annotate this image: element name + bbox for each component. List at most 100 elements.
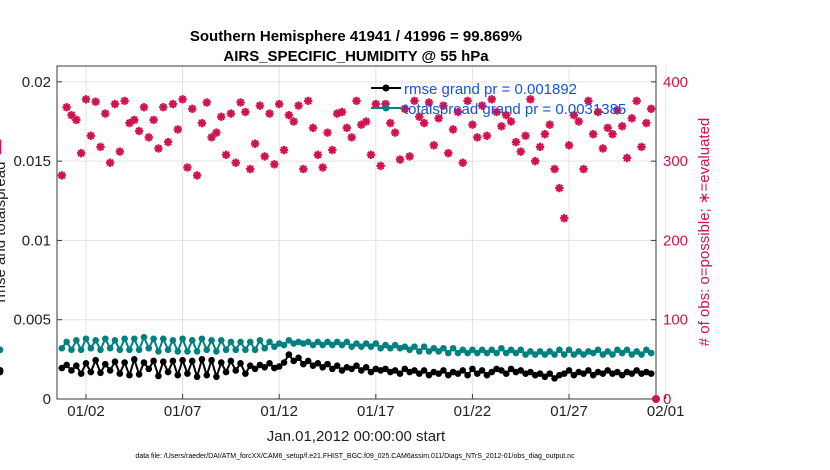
- rmse-point: [358, 367, 365, 374]
- rmse-point: [68, 367, 75, 374]
- legend-spread-marker: [382, 104, 390, 112]
- obs-point-stroke: [463, 97, 472, 105]
- rmse-point: [179, 356, 186, 364]
- spread-point: [193, 348, 201, 355]
- obs-point: [202, 98, 211, 107]
- obs-point: [134, 126, 144, 136]
- rmse-point: [391, 367, 399, 374]
- spread-point: [420, 343, 428, 350]
- rmse-point: [159, 358, 167, 366]
- rmse-point: [213, 373, 220, 381]
- spread-point: [285, 337, 293, 344]
- obs-point: [289, 117, 298, 126]
- obs-point: [526, 95, 535, 104]
- obs-point-stroke: [236, 98, 245, 107]
- obs-point-stroke: [647, 105, 655, 113]
- obs-point-stroke: [487, 95, 496, 104]
- spread-point: [382, 341, 389, 349]
- obs-point-stroke: [352, 97, 361, 105]
- obs-point-stroke: [309, 124, 317, 132]
- chart-title: Southern Hemisphere 41941 / 41996 = 99.8…: [190, 28, 522, 45]
- spread-point: [97, 346, 104, 354]
- obs-point-stroke: [516, 147, 525, 156]
- spread-point: [309, 341, 317, 349]
- rmse-point: [565, 367, 573, 374]
- obs-zero-marker: [652, 395, 660, 403]
- obs-point: [318, 163, 327, 172]
- obs-point-stroke: [594, 108, 602, 116]
- spread-point: [502, 349, 510, 357]
- spread-point: [106, 344, 114, 352]
- rmse-point: [155, 372, 162, 380]
- obs-point-stroke: [396, 155, 404, 164]
- spread-point: [135, 346, 143, 354]
- rmse-point: [145, 365, 153, 373]
- obs-point-stroke: [502, 111, 511, 119]
- spread-point: [367, 343, 375, 350]
- obs-point: [511, 137, 521, 147]
- rmse-point: [150, 357, 157, 365]
- spread-point: [0, 346, 4, 354]
- obs-point: [622, 153, 632, 163]
- spread-point: [164, 346, 172, 354]
- spread-point: [150, 335, 157, 343]
- obs-point-stroke: [507, 117, 515, 126]
- obs-point: [337, 107, 347, 117]
- obs-point: [62, 103, 71, 112]
- rmse-point: [92, 356, 99, 364]
- spread-point: [609, 351, 616, 358]
- obs-point: [76, 149, 86, 158]
- obs-point: [299, 164, 308, 174]
- obs-point-stroke: [497, 122, 506, 131]
- spread-point: [498, 344, 505, 352]
- rmse-point: [140, 359, 148, 366]
- obs-point-stroke: [212, 128, 221, 137]
- obs-point: [361, 117, 371, 126]
- obs-point: [400, 104, 410, 114]
- rmse-point: [58, 364, 66, 372]
- obs-point-stroke: [574, 117, 583, 126]
- obs-point: [226, 109, 236, 118]
- rmse-point: [193, 373, 201, 381]
- obs-point: [390, 128, 400, 137]
- right-tick-label: 100: [663, 312, 688, 329]
- obs-point-stroke: [314, 151, 322, 159]
- rmse-point: [285, 351, 293, 358]
- spread-point: [623, 346, 631, 354]
- obs-point-stroke: [164, 138, 172, 146]
- obs-point: [236, 98, 245, 107]
- obs-point-stroke: [343, 124, 351, 132]
- rmse-point: [290, 357, 298, 365]
- obs-point-stroke: [632, 97, 641, 105]
- spread-point: [237, 338, 244, 346]
- obs-point-stroke: [439, 101, 448, 110]
- spread-point: [541, 351, 549, 358]
- obs-point-stroke: [338, 108, 346, 116]
- left-axis-label: rmse and totalspread: [0, 162, 9, 303]
- spread-point: [140, 333, 148, 341]
- x-tick-label: 01/07: [164, 403, 202, 420]
- spread-point: [522, 351, 529, 358]
- rmse-point: [87, 368, 95, 376]
- obs-point-stroke: [420, 119, 428, 127]
- obs-point: [642, 118, 651, 128]
- rmse-point: [246, 362, 254, 370]
- spread-point: [599, 351, 607, 358]
- obs-point-stroke: [391, 128, 399, 137]
- obs-point: [453, 107, 463, 117]
- obs-point: [429, 141, 438, 150]
- obs-point-stroke: [265, 109, 274, 118]
- spread-point: [478, 346, 486, 354]
- spread-point: [232, 346, 240, 354]
- obs-point: [144, 133, 153, 142]
- obs-point: [487, 95, 496, 104]
- obs-point: [139, 103, 149, 112]
- spread-series: [0, 333, 655, 358]
- obs-point-stroke: [246, 165, 255, 173]
- x-tick-label: 01/12: [260, 403, 298, 420]
- rmse-point: [488, 368, 496, 376]
- rmse-point: [97, 369, 104, 377]
- obs-point-stroke: [299, 165, 308, 173]
- spread-point: [198, 335, 206, 343]
- spread-point: [73, 337, 80, 344]
